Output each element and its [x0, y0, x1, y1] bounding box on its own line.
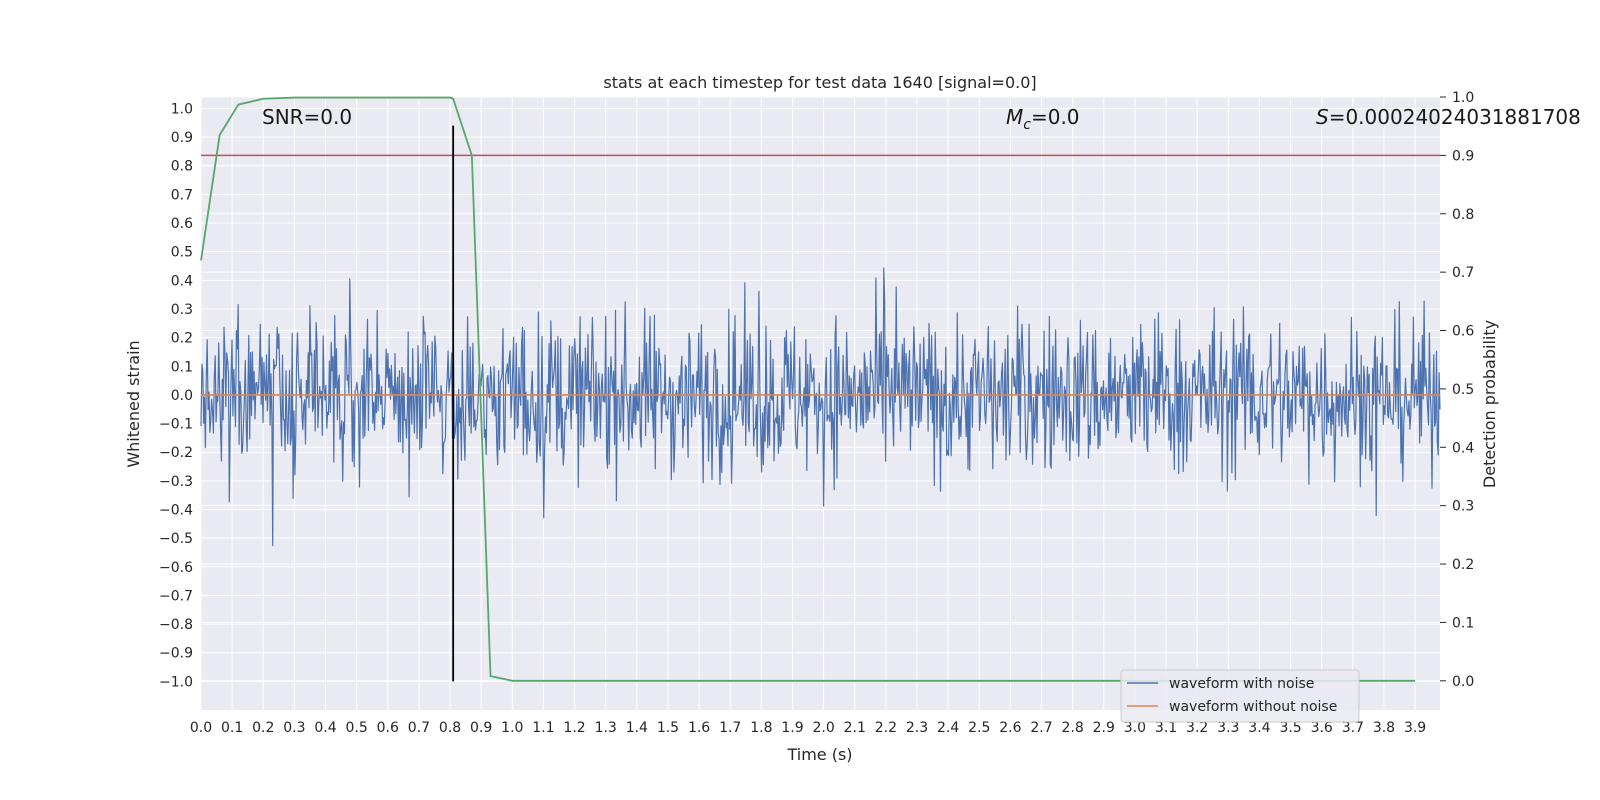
x-tick-label: 2.1 [844, 720, 866, 736]
y2-tick-label: 0.2 [1452, 557, 1474, 573]
y-tick-label: 0.5 [171, 245, 193, 261]
y2-axis-label: Detection probability [1480, 320, 1499, 488]
y-tick-label: 0.2 [171, 331, 193, 347]
x-tick-label: 2.9 [1093, 720, 1115, 736]
chirp-mass-value: =0.0 [1031, 105, 1080, 129]
x-tick-label: 2.0 [812, 720, 834, 736]
x-tick-label: 3.9 [1404, 720, 1426, 736]
x-tick-label: 2.6 [999, 720, 1021, 736]
y-tick-label: −0.4 [159, 502, 193, 518]
x-tick-label: 0.3 [283, 720, 305, 736]
y-tick-label: −0.1 [159, 417, 193, 433]
detection-probability-line [200, 96, 1416, 682]
x-tick-label: 2.8 [1062, 720, 1084, 736]
y2-tick-label: 0.5 [1452, 382, 1474, 398]
x-axis-label: Time (s) [786, 745, 852, 764]
x-tick-label: 3.8 [1373, 720, 1395, 736]
y-tick-label: 0.8 [171, 159, 193, 175]
y-tick-label: −0.6 [159, 560, 193, 576]
y-tick-label: −0.3 [159, 474, 193, 490]
x-tick-label: 1.2 [563, 720, 585, 736]
x-tick-label: 2.3 [906, 720, 928, 736]
x-tick-label: 1.6 [688, 720, 710, 736]
y2-tick-label: 1.0 [1452, 90, 1474, 106]
y-tick-label: 0.6 [171, 216, 193, 232]
s-value: =0.00024024031881708 [1329, 105, 1581, 129]
x-tick-label: 2.2 [875, 720, 897, 736]
y2-tick-label: 0.8 [1452, 207, 1474, 223]
x-tick-label: 0.7 [408, 720, 430, 736]
y2-tick-label: 0.1 [1452, 615, 1474, 631]
x-tick-label: 3.7 [1342, 720, 1364, 736]
x-tick-label: 2.7 [1030, 720, 1052, 736]
y-tick-label: −0.2 [159, 445, 193, 461]
legend-label-with-noise: waveform with noise [1169, 676, 1314, 692]
legend: waveform with noise waveform without noi… [1120, 669, 1360, 723]
y-tick-label: 0.3 [171, 302, 193, 318]
x-tick-label: 3.1 [1155, 720, 1177, 736]
line-series-layer [200, 96, 1440, 682]
x-tick-labels: 0.0 0.1 0.2 0.3 0.4 0.5 0.6 0.7 0.8 0.9 1.0 1.1 1.2 1… [190, 720, 1426, 736]
x-tick-label: 1.3 [595, 720, 617, 736]
y-tick-label: −0.8 [159, 617, 193, 633]
y-tick-label: −1.0 [159, 674, 193, 690]
x-tick-label: 0.9 [470, 720, 492, 736]
x-tick-label: 1.4 [626, 720, 648, 736]
x-tick-label: 3.2 [1186, 720, 1208, 736]
s-symbol: S [1316, 105, 1329, 129]
x-tick-label: 1.0 [501, 720, 523, 736]
y2-tick-label: 0.6 [1452, 324, 1474, 340]
y2-tick-label: 0.3 [1452, 499, 1474, 515]
x-tick-label: 3.4 [1248, 720, 1270, 736]
y2-tick-label: 0.7 [1452, 265, 1474, 281]
y2-tick-label: 0.0 [1452, 674, 1474, 690]
x-tick-label: 1.1 [532, 720, 554, 736]
chirp-mass-symbol: M [1006, 105, 1023, 129]
x-tick-label: 2.4 [937, 720, 959, 736]
y-tick-label: 1.0 [171, 101, 193, 117]
x-tick-label: 1.9 [781, 720, 803, 736]
y2-tick-label: 0.9 [1452, 148, 1474, 164]
x-tick-label: 3.3 [1217, 720, 1239, 736]
y-tick-labels: 1.0 0.9 0.8 0.7 0.6 0.5 0.4 0.3 0.2 0.1 0.0 −0.1 −0.… [159, 101, 193, 690]
y-tick-label: −0.9 [159, 646, 193, 662]
x-tick-label: 3.5 [1279, 720, 1301, 736]
y-tick-label: 0.9 [171, 130, 193, 146]
snr-annotation: SNR=0.0 [262, 105, 352, 129]
x-tick-label: 3.0 [1124, 720, 1146, 736]
y-tick-label: 0.0 [171, 388, 193, 404]
chirp-mass-subscript: c [1023, 117, 1031, 133]
x-tick-label: 0.0 [190, 720, 212, 736]
y-tick-label: 0.1 [171, 359, 193, 375]
x-tick-label: 0.6 [377, 720, 399, 736]
x-tick-label: 3.6 [1311, 720, 1333, 736]
chart-title: stats at each timestep for test data 164… [603, 73, 1036, 92]
x-tick-label: 1.5 [657, 720, 679, 736]
x-tick-label: 0.2 [252, 720, 274, 736]
y-tick-label: 0.4 [171, 273, 193, 289]
y-axis-label: Whitened strain [124, 340, 143, 467]
y-tick-label: −0.5 [159, 531, 193, 547]
x-tick-label: 1.7 [719, 720, 741, 736]
x-tick-label: 2.5 [968, 720, 990, 736]
x-tick-label: 1.8 [750, 720, 772, 736]
y2-tick-label: 0.4 [1452, 440, 1474, 456]
legend-box [1120, 669, 1360, 723]
legend-label-without-noise: waveform without noise [1169, 699, 1337, 715]
chirp-mass-annotation: Mc=0.0 [1006, 105, 1080, 133]
y-tick-label: −0.7 [159, 588, 193, 604]
y2-tick-labels: 1.0 0.9 0.8 0.7 0.6 0.5 0.4 0.3 0.2 0.1 0.0 [1440, 90, 1474, 690]
x-tick-label: 0.4 [314, 720, 336, 736]
x-tick-label: 0.8 [439, 720, 461, 736]
s-annotation: S=0.00024024031881708 [1316, 105, 1581, 129]
y-tick-label: 0.7 [171, 187, 193, 203]
x-tick-label: 0.5 [346, 720, 368, 736]
x-tick-label: 0.1 [221, 720, 243, 736]
